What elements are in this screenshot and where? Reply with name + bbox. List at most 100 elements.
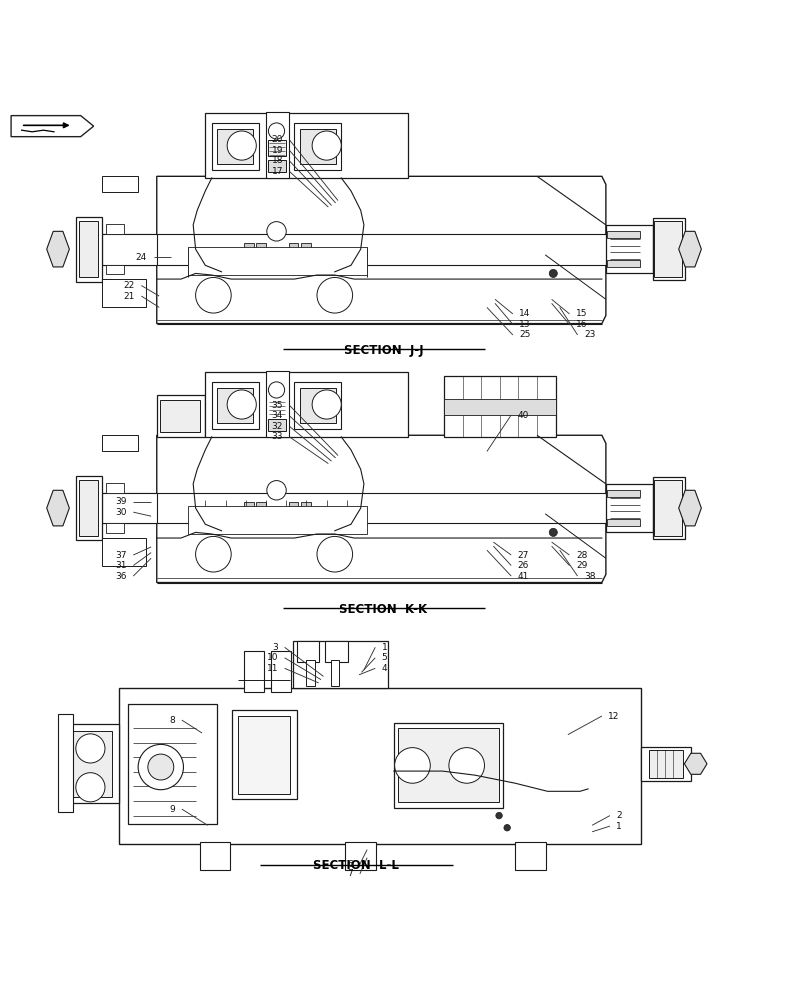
Text: 3: 3 [272, 643, 278, 652]
Bar [101, 435, 138, 451]
Bar [397, 728, 499, 802]
Bar [444, 376, 555, 437]
Text: 7: 7 [347, 869, 353, 878]
Bar [187, 247, 367, 275]
Bar [157, 395, 205, 437]
Bar [444, 399, 555, 415]
Bar [105, 265, 123, 274]
Bar [238, 716, 290, 794]
Circle shape [311, 131, 341, 160]
Bar [205, 113, 407, 178]
Bar [654, 480, 681, 536]
Text: 14: 14 [519, 309, 530, 318]
Bar [256, 502, 266, 515]
Text: 25: 25 [519, 330, 530, 339]
Bar [288, 243, 298, 256]
Circle shape [138, 744, 183, 790]
Circle shape [268, 382, 285, 398]
Circle shape [548, 269, 556, 277]
Text: 8: 8 [169, 716, 175, 725]
Circle shape [75, 773, 105, 802]
Bar [79, 480, 98, 536]
Bar [607, 260, 639, 267]
Circle shape [267, 481, 286, 500]
Bar [217, 388, 253, 423]
Text: 22: 22 [123, 281, 135, 290]
Bar [105, 224, 123, 234]
Bar [605, 484, 652, 532]
Bar [266, 371, 288, 437]
Bar [299, 388, 335, 423]
Circle shape [316, 277, 352, 313]
Polygon shape [157, 176, 605, 324]
Polygon shape [157, 435, 605, 583]
Text: 23: 23 [583, 330, 594, 339]
Bar [244, 502, 254, 515]
Text: 35: 35 [271, 401, 283, 410]
Bar [330, 660, 338, 686]
Bar [652, 218, 684, 280]
Bar [324, 641, 347, 662]
Text: 5: 5 [381, 653, 387, 662]
Text: 9: 9 [169, 805, 175, 814]
Circle shape [227, 131, 256, 160]
Circle shape [316, 536, 352, 572]
Bar [212, 123, 259, 170]
Bar [66, 724, 118, 803]
Text: 37: 37 [115, 551, 127, 560]
Text: 20: 20 [272, 135, 283, 144]
Bar [205, 372, 407, 437]
Bar [212, 382, 259, 429]
Bar [58, 714, 72, 812]
Polygon shape [678, 490, 701, 526]
Text: 17: 17 [271, 167, 283, 176]
Bar [652, 477, 684, 539]
Circle shape [227, 390, 256, 419]
Bar [607, 519, 639, 526]
Bar [345, 842, 375, 870]
Bar [288, 502, 298, 515]
Bar [271, 651, 290, 692]
Bar [71, 731, 112, 797]
Text: 38: 38 [583, 572, 594, 581]
Text: 11: 11 [266, 664, 278, 673]
Text: 1: 1 [616, 822, 621, 831]
Text: 27: 27 [517, 551, 529, 560]
Polygon shape [684, 753, 706, 774]
Bar [200, 842, 230, 870]
Bar [640, 747, 690, 781]
Bar [648, 750, 682, 778]
Bar [292, 641, 388, 688]
Bar [268, 140, 286, 156]
Bar [232, 710, 296, 799]
Circle shape [394, 748, 430, 783]
Text: SECTION  J-J: SECTION J-J [343, 344, 423, 357]
Bar [515, 842, 545, 870]
Bar [101, 538, 146, 566]
Text: 18: 18 [271, 156, 283, 165]
Bar [294, 382, 341, 429]
Bar [607, 231, 639, 238]
Bar [299, 129, 335, 164]
Text: 33: 33 [271, 432, 283, 441]
Text: 40: 40 [517, 411, 529, 420]
Text: 2: 2 [616, 811, 621, 820]
Text: SECTION  K-K: SECTION K-K [339, 603, 427, 616]
Bar [296, 641, 319, 662]
Circle shape [75, 734, 105, 763]
Bar [294, 123, 341, 170]
Bar [217, 129, 253, 164]
Bar [118, 688, 640, 844]
Bar [101, 493, 656, 523]
Text: SECTION  L-L: SECTION L-L [312, 859, 398, 872]
Bar [187, 506, 367, 534]
Circle shape [148, 754, 174, 780]
Text: 13: 13 [519, 320, 530, 329]
Text: 4: 4 [381, 664, 387, 673]
Text: 12: 12 [607, 712, 619, 721]
Bar [393, 723, 503, 808]
Bar [75, 476, 101, 540]
Bar [75, 217, 101, 282]
Polygon shape [47, 490, 69, 526]
Bar [160, 400, 200, 432]
